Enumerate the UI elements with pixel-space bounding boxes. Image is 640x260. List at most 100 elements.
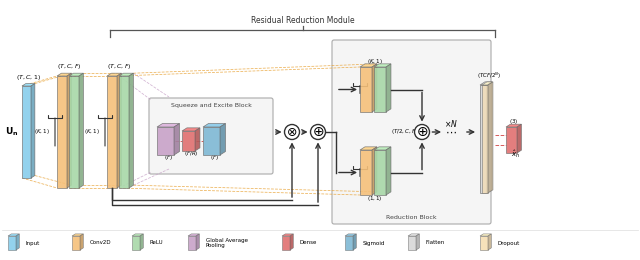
Polygon shape	[290, 234, 293, 250]
Polygon shape	[157, 127, 174, 155]
Text: $\hat{x}_n$: $\hat{x}_n$	[511, 149, 520, 160]
Text: $\cdots$: $\cdots$	[445, 127, 457, 137]
Polygon shape	[372, 64, 377, 112]
Polygon shape	[57, 73, 72, 76]
Polygon shape	[374, 64, 391, 67]
Polygon shape	[203, 124, 225, 127]
Polygon shape	[203, 127, 220, 155]
Polygon shape	[408, 236, 416, 250]
Text: Residual Reduction Module: Residual Reduction Module	[251, 16, 355, 25]
Circle shape	[310, 125, 326, 140]
Polygon shape	[182, 131, 195, 151]
Text: $(1,1)$: $(1,1)$	[367, 194, 382, 203]
Polygon shape	[480, 85, 487, 193]
Polygon shape	[67, 73, 72, 188]
FancyBboxPatch shape	[149, 98, 273, 174]
Text: Dense: Dense	[300, 240, 317, 245]
Text: $(K,1)$: $(K,1)$	[84, 127, 100, 136]
Polygon shape	[8, 234, 19, 236]
Polygon shape	[345, 236, 353, 250]
Polygon shape	[482, 82, 493, 85]
Polygon shape	[372, 147, 377, 195]
Polygon shape	[188, 234, 199, 236]
Polygon shape	[196, 234, 199, 250]
Text: Squeeze and Excite Block: Squeeze and Excite Block	[171, 103, 252, 108]
Polygon shape	[488, 82, 493, 193]
Text: $(T,C,1)$: $(T,C,1)$	[16, 73, 41, 82]
Polygon shape	[107, 76, 117, 188]
Polygon shape	[72, 234, 83, 236]
Polygon shape	[8, 236, 16, 250]
Polygon shape	[408, 234, 419, 236]
Polygon shape	[117, 73, 122, 188]
Text: ReLU: ReLU	[150, 240, 164, 245]
Text: $(K,1)$: $(K,1)$	[367, 57, 382, 66]
Polygon shape	[482, 85, 488, 193]
Circle shape	[415, 125, 429, 140]
Polygon shape	[31, 83, 35, 178]
Text: $\mathbf{U_n}$: $\mathbf{U_n}$	[4, 126, 18, 138]
Polygon shape	[22, 83, 35, 86]
Text: Sigmoid: Sigmoid	[363, 240, 385, 245]
Polygon shape	[506, 127, 517, 153]
Polygon shape	[374, 150, 386, 195]
Polygon shape	[345, 234, 356, 236]
Text: $\oplus$: $\oplus$	[416, 125, 428, 139]
Polygon shape	[119, 76, 129, 188]
Polygon shape	[69, 73, 83, 76]
Polygon shape	[374, 147, 391, 150]
Text: $\times N$: $\times N$	[444, 118, 458, 128]
Text: $(T/2,C,F)$: $(T/2,C,F)$	[390, 127, 417, 135]
Text: $(F/R)$: $(F/R)$	[184, 149, 198, 158]
Text: Reduction Block: Reduction Block	[386, 215, 437, 220]
Polygon shape	[129, 73, 133, 188]
Text: $(F)$: $(F)$	[164, 153, 173, 162]
Polygon shape	[282, 236, 290, 250]
Polygon shape	[517, 124, 522, 153]
Polygon shape	[57, 76, 67, 188]
Polygon shape	[487, 82, 492, 193]
Polygon shape	[80, 234, 83, 250]
Polygon shape	[386, 147, 391, 195]
Text: Input: Input	[26, 240, 40, 245]
Polygon shape	[386, 64, 391, 112]
Polygon shape	[360, 67, 372, 112]
Polygon shape	[360, 64, 377, 67]
Polygon shape	[140, 234, 143, 250]
Polygon shape	[22, 86, 31, 178]
Polygon shape	[488, 234, 492, 250]
Polygon shape	[79, 73, 83, 188]
Polygon shape	[220, 124, 225, 155]
Text: $\otimes$: $\otimes$	[286, 126, 298, 139]
FancyBboxPatch shape	[332, 40, 491, 224]
Polygon shape	[174, 124, 179, 155]
Text: $(TCF/2^N)$: $(TCF/2^N)$	[477, 70, 502, 81]
Text: $(F)$: $(F)$	[210, 153, 219, 162]
Polygon shape	[374, 67, 386, 112]
Text: Global Average
Pooling: Global Average Pooling	[206, 238, 248, 248]
Circle shape	[285, 125, 300, 140]
Polygon shape	[107, 73, 122, 76]
Polygon shape	[416, 234, 419, 250]
Polygon shape	[506, 124, 522, 127]
Text: $(K,1)$: $(K,1)$	[35, 127, 50, 136]
Polygon shape	[119, 73, 133, 76]
Polygon shape	[360, 150, 372, 195]
Polygon shape	[72, 236, 80, 250]
Polygon shape	[132, 236, 140, 250]
Text: $\oplus$: $\oplus$	[312, 125, 324, 139]
Polygon shape	[353, 234, 356, 250]
Text: Conv2D: Conv2D	[90, 240, 111, 245]
Polygon shape	[157, 124, 179, 127]
Polygon shape	[195, 128, 200, 151]
Polygon shape	[480, 234, 492, 236]
Polygon shape	[188, 236, 196, 250]
Text: $(T,C,F)$: $(T,C,F)$	[107, 62, 131, 71]
Polygon shape	[69, 76, 79, 188]
Polygon shape	[360, 147, 377, 150]
Text: $(3)$: $(3)$	[509, 117, 518, 126]
Polygon shape	[282, 234, 293, 236]
Text: Dropout: Dropout	[498, 240, 520, 245]
Polygon shape	[16, 234, 19, 250]
Polygon shape	[480, 82, 492, 85]
